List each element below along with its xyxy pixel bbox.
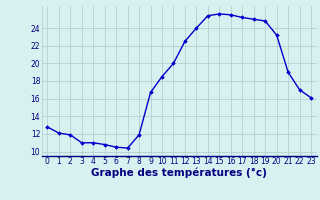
X-axis label: Graphe des températures (°c): Graphe des températures (°c) — [91, 168, 267, 178]
